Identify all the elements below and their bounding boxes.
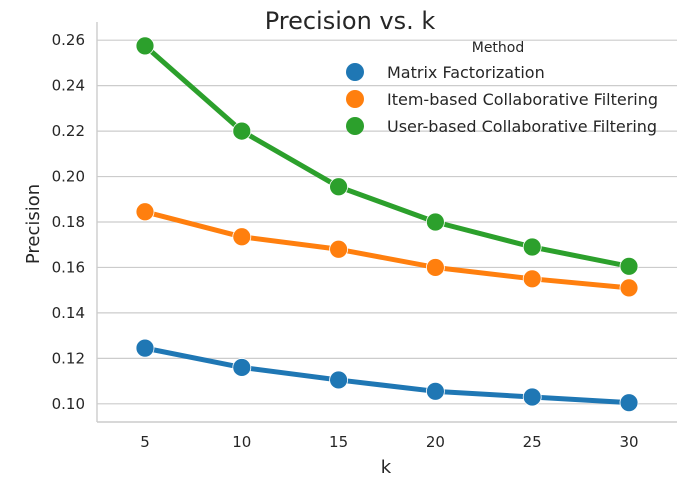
data-point <box>135 338 155 358</box>
data-point <box>522 269 542 289</box>
data-point <box>135 36 155 56</box>
x-tick-label: 20 <box>426 433 445 451</box>
y-tick-label: 0.26 <box>52 31 85 49</box>
y-tick-label: 0.16 <box>52 258 85 276</box>
data-point <box>232 121 252 141</box>
y-tick-label: 0.10 <box>52 395 85 413</box>
legend-marker <box>346 117 364 135</box>
y-tick-label: 0.24 <box>52 77 85 95</box>
y-tick-label: 0.12 <box>52 349 85 367</box>
series-line <box>142 43 632 269</box>
chart-title: Precision vs. k <box>265 7 436 35</box>
data-point <box>425 258 445 277</box>
x-tick-label: 15 <box>329 433 348 451</box>
data-point <box>135 202 155 222</box>
series-layer <box>135 36 639 413</box>
data-point <box>329 177 349 197</box>
legend-marker <box>346 90 364 108</box>
y-tick-label: 0.22 <box>52 122 85 140</box>
series-0 <box>135 338 639 413</box>
legend-title: Method <box>472 40 525 56</box>
series-line <box>142 209 632 291</box>
legend: Method Matrix Factorization Item-based Co… <box>346 40 658 136</box>
x-tick-label: 25 <box>523 433 542 451</box>
data-point <box>522 387 542 407</box>
data-point <box>329 370 349 390</box>
legend-label: Matrix Factorization <box>387 63 545 82</box>
legend-marker <box>346 63 364 81</box>
data-point <box>425 212 445 232</box>
y-axis-label: Precision <box>23 184 44 264</box>
data-point <box>619 256 639 276</box>
data-point <box>522 237 542 257</box>
y-tick-labels: 0.10 0.12 0.14 0.16 0.18 0.20 0.22 0.24 0.26 <box>52 31 85 413</box>
y-tick-label: 0.14 <box>52 304 85 322</box>
x-axis-label: k <box>381 457 392 478</box>
data-point <box>425 381 445 401</box>
series-line <box>142 345 632 406</box>
y-tick-label: 0.20 <box>52 168 85 186</box>
axes-spines <box>96 22 677 423</box>
series-2 <box>135 36 639 276</box>
x-tick-label: 30 <box>619 433 638 451</box>
x-tick-label: 10 <box>232 433 251 451</box>
x-tick-labels: 5 10 15 20 25 30 <box>140 433 638 451</box>
series-1 <box>135 202 639 298</box>
data-point <box>232 358 252 377</box>
data-point <box>619 393 639 413</box>
data-point <box>329 239 349 259</box>
y-tick-label: 0.18 <box>52 213 85 231</box>
x-tick-label: 5 <box>140 433 150 451</box>
legend-label: Item-based Collaborative Filtering <box>387 90 658 109</box>
data-point <box>232 227 252 247</box>
data-point <box>619 278 639 298</box>
legend-label: User-based Collaborative Filtering <box>387 117 657 136</box>
